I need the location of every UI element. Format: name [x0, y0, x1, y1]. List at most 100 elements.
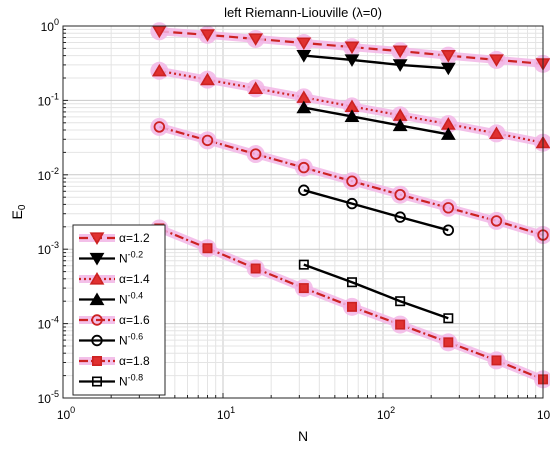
- y-axis-label-subscript: 0: [17, 204, 28, 210]
- data-point: [394, 211, 406, 223]
- x-tick-label-exponent: 0: [70, 405, 75, 415]
- y-tick-label: 10-5: [38, 389, 59, 406]
- legend-box: [72, 224, 166, 396]
- data-point: [346, 301, 357, 312]
- data-point: [392, 59, 408, 72]
- data-point-halo: [487, 211, 506, 230]
- data-point: [248, 33, 264, 46]
- data-point: [344, 54, 360, 67]
- x-tick-label-base: 10: [537, 408, 550, 422]
- chart-title: left Riemann-Liouville (λ=0): [224, 5, 382, 20]
- x-tick-label-exponent: 1: [230, 405, 235, 415]
- y-tick-label-base: 10: [38, 318, 52, 332]
- data-point-halo: [294, 158, 313, 177]
- y-tick-label-exponent: -5: [51, 389, 59, 399]
- y-tick-label-exponent: -1: [51, 91, 59, 101]
- data-point: [346, 277, 357, 288]
- data-point: [442, 224, 455, 236]
- y-tick-label-base: 10: [38, 243, 52, 257]
- data-point: [394, 189, 406, 201]
- legend-label-exponent: -0.8: [128, 373, 144, 383]
- legend-label: α=1.4: [119, 272, 150, 286]
- legend-item-0: α=1.2: [79, 231, 150, 245]
- legend-swatch-marker: [89, 292, 105, 306]
- legend-label: N-0.2: [119, 250, 143, 266]
- x-tick-label: 103: [537, 405, 550, 422]
- plot-frame: [62, 25, 544, 399]
- data-point: [344, 41, 360, 55]
- data-point: [298, 161, 310, 174]
- data-point-halo: [342, 172, 361, 191]
- legend-label: N-0.6: [119, 332, 143, 348]
- x-axis-label: N: [298, 428, 308, 444]
- legend-item-3: N-0.4: [79, 291, 143, 307]
- data-point: [298, 184, 310, 196]
- x-tick-label-base: 10: [377, 408, 391, 422]
- data-point: [200, 29, 215, 42]
- data-point-halo: [246, 145, 265, 164]
- data-point-halo: [150, 117, 169, 136]
- data-point: [200, 72, 215, 86]
- data-point: [489, 54, 504, 67]
- legend-label-base: α=1.8: [119, 354, 150, 368]
- legend-label: α=1.8: [119, 354, 150, 368]
- series-line: [303, 106, 449, 136]
- y-tick-label: 10-3: [38, 240, 59, 257]
- data-point: [346, 175, 358, 187]
- legend-label-base: α=1.2: [119, 231, 150, 245]
- legend-label-exponent: -0.2: [128, 250, 144, 260]
- data-point: [443, 313, 454, 324]
- legend-label-base: N: [119, 375, 128, 389]
- legend-item-2: α=1.4: [79, 272, 150, 286]
- series-5: [298, 184, 455, 236]
- legend-label: N-0.4: [119, 291, 143, 307]
- y-tick-label-exponent: -4: [51, 315, 59, 325]
- x-tick-label: 100: [57, 405, 75, 422]
- data-point: [395, 319, 406, 330]
- series-line: [303, 54, 449, 70]
- y-tick-label: 10-4: [38, 315, 59, 332]
- data-point: [249, 148, 262, 160]
- data-point: [440, 50, 456, 63]
- data-point: [442, 202, 455, 214]
- y-tick-label-base: 10: [38, 392, 52, 406]
- series-6: [150, 219, 550, 389]
- data-point: [296, 50, 312, 63]
- y-tick-label: 10-1: [38, 91, 59, 108]
- data-point: [346, 197, 358, 210]
- data-point: [392, 118, 408, 132]
- series-3: [296, 100, 456, 140]
- legend-label-base: α=1.6: [119, 313, 150, 327]
- legend-label-exponent: -0.6: [128, 332, 144, 342]
- legend-swatch-marker: [89, 272, 105, 285]
- y-tick-label: 100: [41, 17, 59, 34]
- data-point: [248, 81, 264, 94]
- data-point-halo: [439, 198, 458, 217]
- y-tick-label-base: 10: [38, 169, 52, 183]
- data-point: [202, 243, 213, 254]
- data-point: [440, 127, 456, 140]
- data-point: [296, 100, 312, 114]
- legend: α=1.2 N-0.2 α=1.4 N-0.4 α=1.6 N-0.6 α=1.8 N-0.8: [72, 224, 166, 396]
- legend-item-4: α=1.6: [79, 313, 150, 327]
- series-layer: [150, 22, 550, 389]
- data-point: [201, 134, 214, 147]
- y-tick-label-exponent: -3: [51, 240, 59, 250]
- legend-label: α=1.2: [119, 231, 150, 245]
- data-point: [344, 109, 360, 122]
- series-1: [296, 50, 456, 76]
- legend-swatch-marker: [91, 314, 103, 326]
- legend-swatch-marker: [89, 252, 105, 266]
- data-point: [298, 283, 309, 294]
- y-tick-label-base: 10: [41, 20, 55, 34]
- series-line: [303, 263, 449, 320]
- data-point: [490, 215, 503, 227]
- data-point: [489, 126, 504, 140]
- data-point: [153, 121, 166, 133]
- series-4: [150, 117, 550, 245]
- data-point-halo: [391, 185, 410, 204]
- data-point: [395, 296, 406, 307]
- legend-swatch-marker: [91, 334, 103, 347]
